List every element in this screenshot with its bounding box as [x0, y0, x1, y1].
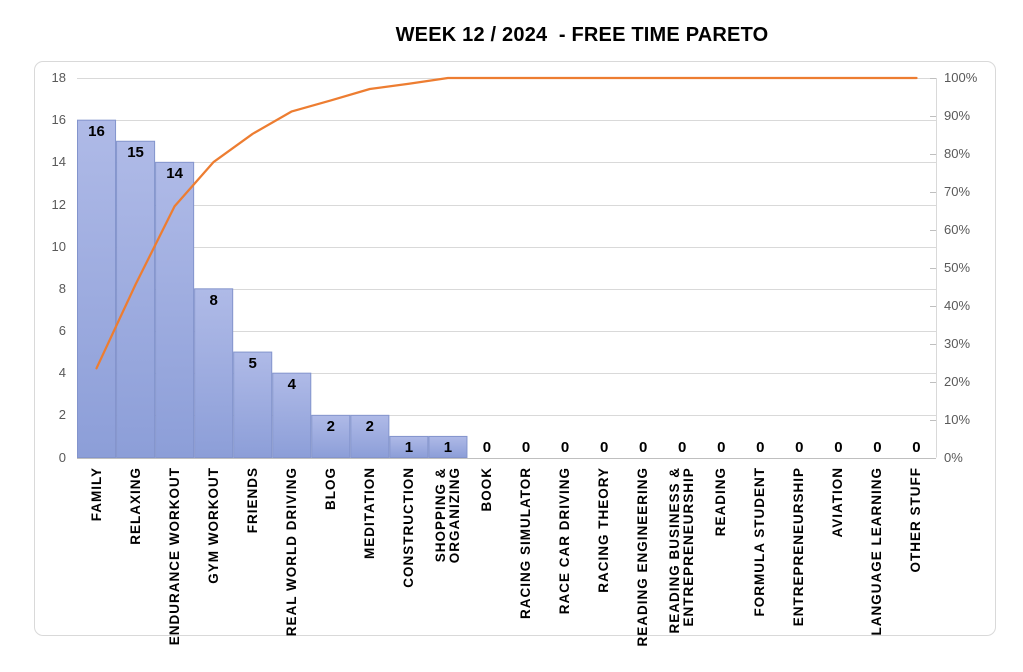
- category-label-race-car-driving: RACE CAR DRIVING: [557, 467, 573, 615]
- value-label-book: 0: [482, 438, 492, 456]
- value-label-aviation: 0: [834, 438, 843, 456]
- left-axis-tick-14: 14: [51, 154, 66, 170]
- left-axis-tick-10: 10: [51, 238, 66, 254]
- value-label-relaxing: 15: [127, 144, 144, 162]
- value-label-other-stuff: 0: [912, 438, 921, 456]
- right-axis-tick-60: 60%: [944, 221, 971, 237]
- category-label-reading: READING: [713, 467, 729, 537]
- value-label-formula-student: 0: [756, 438, 765, 456]
- bar-real-world-driving[interactable]: [272, 372, 312, 459]
- left-axis-tick-0: 0: [58, 449, 66, 465]
- category-label-shopping-organizing: SHOPPING & ORGANIZING: [432, 467, 462, 564]
- right-axis-tick-50: 50%: [944, 259, 971, 275]
- category-label-reading-business-entrepreneurship: READING BUSINESS & ENTREPRENEURSHIP: [667, 467, 697, 634]
- value-label-racing-simulator: 0: [521, 438, 531, 456]
- value-label-racing-theory: 0: [599, 438, 609, 456]
- left-axis-tick-2: 2: [58, 407, 66, 423]
- value-label-gym-workout: 8: [209, 291, 218, 309]
- bar-endurance-workout[interactable]: [155, 161, 195, 459]
- value-label-reading-business-entrepreneurship: 0: [678, 438, 687, 456]
- value-label-endurance-workout: 14: [166, 165, 183, 183]
- category-label-racing-simulator: RACING SIMULATOR: [518, 467, 534, 619]
- value-label-language-learning: 0: [873, 438, 882, 456]
- right-axis-tick-70: 70%: [944, 183, 971, 199]
- bar-shopping-organizing[interactable]: [428, 435, 468, 459]
- category-label-racing-theory: RACING THEORY: [596, 467, 612, 593]
- right-axis-tick-30: 30%: [944, 335, 971, 351]
- bar-friends[interactable]: [233, 351, 273, 458]
- bar-meditation[interactable]: [350, 414, 390, 458]
- value-label-reading-engineering: 0: [638, 438, 648, 456]
- right-axis-tick-90: 90%: [944, 107, 971, 123]
- value-label-blog: 2: [326, 418, 335, 436]
- category-label-entrepreneurship: ENTREPRENEURSHIP: [791, 467, 807, 627]
- right-axis-tick-40: 40%: [944, 297, 971, 313]
- right-axis-tick-0: 0%: [944, 449, 963, 465]
- category-label-formula-student: FORMULA STUDENT: [752, 467, 768, 617]
- value-label-meditation: 2: [365, 418, 374, 436]
- category-label-book: BOOK: [478, 467, 494, 512]
- category-label-real-world-driving: REAL WORLD DRIVING: [283, 467, 299, 637]
- bar-gym-workout[interactable]: [194, 288, 234, 458]
- right-axis-tick-20: 20%: [944, 373, 971, 389]
- category-label-blog: BLOG: [322, 467, 338, 510]
- right-axis-tick-10: 10%: [944, 411, 971, 427]
- category-label-language-learning: LANGUAGE LEARNING: [869, 467, 885, 636]
- left-axis-tick-16: 16: [51, 112, 66, 128]
- cumulative-line[interactable]: [95, 76, 918, 370]
- value-label-shopping-organizing: 1: [443, 439, 453, 457]
- bar-relaxing[interactable]: [116, 140, 156, 458]
- value-label-real-world-driving: 4: [287, 376, 296, 394]
- category-label-reading-engineering: READING ENGINEERING: [635, 467, 651, 647]
- left-axis-tick-12: 12: [51, 196, 66, 212]
- left-axis-tick-4: 4: [58, 365, 66, 381]
- right-axis-tick-100: 100%: [944, 70, 978, 85]
- category-label-construction: CONSTRUCTION: [400, 467, 416, 588]
- value-label-friends: 5: [248, 355, 257, 373]
- bar-blog[interactable]: [311, 414, 351, 458]
- value-label-construction: 1: [404, 439, 414, 457]
- category-label-aviation: AVIATION: [830, 467, 846, 538]
- category-label-friends: FRIENDS: [244, 467, 260, 534]
- value-label-reading: 0: [717, 438, 726, 456]
- category-label-gym-workout: GYM WORKOUT: [205, 467, 221, 584]
- bar-family[interactable]: [77, 119, 117, 458]
- value-label-family: 16: [88, 123, 105, 141]
- value-label-entrepreneurship: 0: [795, 438, 804, 456]
- category-label-relaxing: RELAXING: [127, 467, 143, 545]
- bar-construction[interactable]: [389, 435, 429, 459]
- category-label-other-stuff: OTHER STUFF: [908, 467, 924, 573]
- category-label-endurance-workout: ENDURANCE WORKOUT: [166, 467, 182, 646]
- left-axis-tick-8: 8: [58, 280, 66, 296]
- left-axis-tick-6: 6: [58, 323, 66, 338]
- left-axis-tick-18: 18: [51, 70, 66, 85]
- category-label-meditation: MEDITATION: [361, 467, 377, 559]
- category-label-family: FAMILY: [88, 467, 104, 522]
- right-axis-tick-80: 80%: [944, 145, 971, 161]
- value-label-race-car-driving: 0: [560, 438, 570, 456]
- chart-title: WEEK 12 / 2024 - FREE TIME PARETO: [395, 24, 769, 46]
